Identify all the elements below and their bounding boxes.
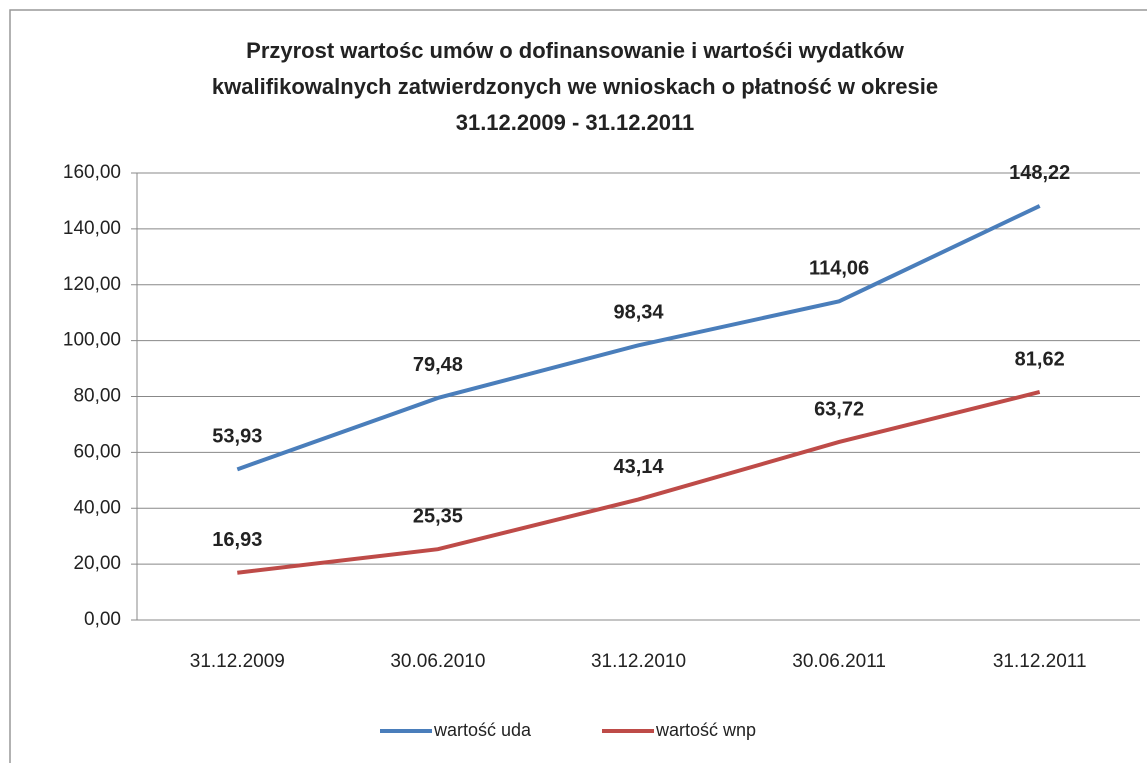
y-tick-label: 160,00 <box>63 162 121 183</box>
data-label: 114,06 <box>809 258 869 280</box>
x-tick-label: 31.12.2010 <box>591 651 686 672</box>
y-tick-label: 100,00 <box>63 330 121 351</box>
chart-title: kwalifikowalnych zatwierdzonych we wnios… <box>212 74 938 99</box>
legend-label: wartość wnp <box>655 720 756 740</box>
x-tick-label: 31.12.2011 <box>993 651 1087 672</box>
data-label: 98,34 <box>613 302 664 324</box>
series-line <box>236 204 1041 472</box>
y-tick-label: 20,00 <box>73 553 121 574</box>
y-tick-label: 120,00 <box>63 274 121 295</box>
chart-title: 31.12.2009 - 31.12.2011 <box>456 110 695 135</box>
x-tick-label: 30.06.2011 <box>792 651 886 672</box>
y-tick-label: 40,00 <box>73 497 121 518</box>
data-label: 53,93 <box>212 426 262 448</box>
data-label: 43,14 <box>613 456 664 478</box>
data-label: 16,93 <box>212 529 262 551</box>
x-tick-label: 31.12.2009 <box>190 651 285 672</box>
data-label: 81,62 <box>1015 348 1065 370</box>
y-tick-label: 60,00 <box>73 441 121 462</box>
y-tick-label: 80,00 <box>73 386 121 407</box>
data-label: 148,22 <box>1009 162 1070 184</box>
series-line <box>237 390 1041 575</box>
x-tick-label: 30.06.2010 <box>390 651 485 672</box>
data-label: 63,72 <box>814 398 864 420</box>
data-label: 25,35 <box>413 505 463 527</box>
chart-title: Przyrost wartośc umów o dofinansowanie i… <box>246 38 905 63</box>
legend-label: wartość uda <box>433 720 532 740</box>
y-tick-label: 140,00 <box>63 218 121 239</box>
data-label: 79,48 <box>413 354 463 376</box>
y-tick-label: 0,00 <box>84 609 121 630</box>
chart-frame <box>9 9 1147 763</box>
